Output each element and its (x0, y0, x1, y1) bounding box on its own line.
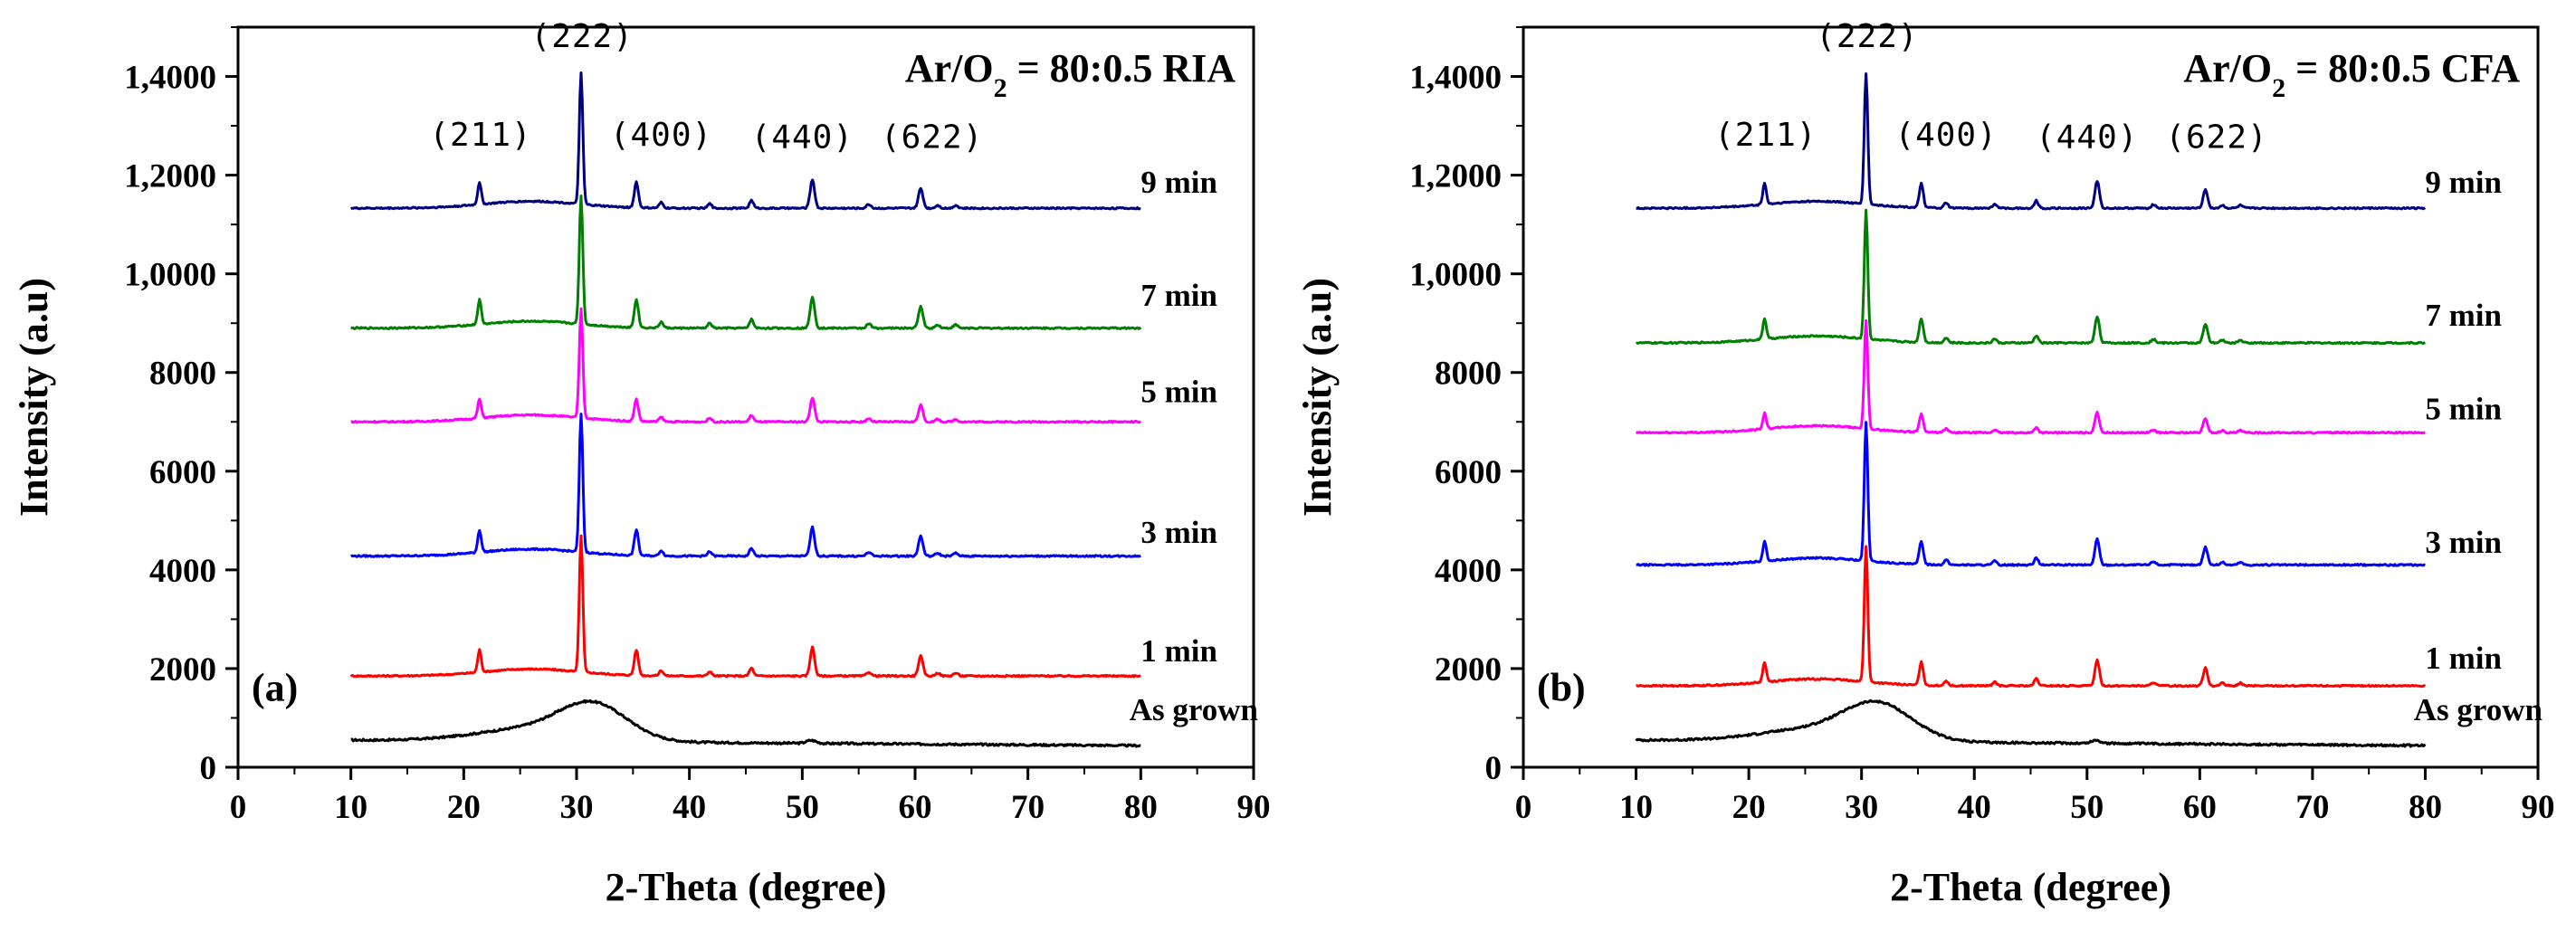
y-tick-label: 4000 (149, 553, 216, 590)
panel-b: 0 10 20 30 40 50 60 70 80 90 0 2000 4000 6000 8000 1,00… (1295, 18, 2554, 909)
series-label: 5 min (1140, 374, 1217, 409)
series-line (1636, 421, 2426, 567)
y-tick-label: 1,0000 (124, 257, 216, 294)
x-tick-label: 70 (1011, 789, 1045, 826)
plot-frame (1522, 25, 2540, 769)
series-label: As grown (1130, 692, 1258, 727)
series-line (350, 413, 1141, 558)
y-tick-label: 1,4000 (1409, 60, 1502, 97)
series-label: 9 min (2425, 165, 2502, 200)
peak-label: (622) (2165, 119, 2267, 157)
x-tick-label: 50 (786, 789, 819, 826)
x-tick-label: 90 (2522, 789, 2555, 826)
series-label: As grown (2414, 692, 2543, 727)
series-line (350, 71, 1141, 211)
series-label: 7 min (2425, 298, 2502, 333)
series-line (1635, 698, 2427, 748)
series-label: 3 min (1140, 515, 1217, 550)
series-line (350, 195, 1142, 330)
panel-label: (a) (252, 665, 298, 709)
y-tick-label: 8000 (149, 356, 216, 393)
series-label: 5 min (2425, 392, 2502, 427)
x-tick-label: 10 (334, 789, 367, 826)
series-line (350, 307, 1142, 424)
peak-label: (400) (610, 117, 712, 154)
peak-label: (211) (429, 117, 531, 154)
x-tick-label: 80 (1124, 789, 1158, 826)
series-label: 1 min (2425, 641, 2502, 676)
y-tick-label: 4000 (1435, 553, 1502, 590)
x-tick-label: 0 (230, 789, 247, 826)
x-tick-label: 50 (2070, 789, 2104, 826)
panel-a: 0 10 20 30 40 50 60 70 80 90 0 2000 4000 6000 8000 1,00… (12, 18, 1270, 909)
y-axis-title: Intensity (a.u) (1295, 278, 1340, 517)
series-line (350, 698, 1141, 748)
peak-label: (222) (531, 18, 634, 55)
series-line (1635, 318, 2426, 435)
x-tick-label: 10 (1619, 789, 1653, 826)
series-label: 7 min (1140, 278, 1217, 313)
panel-label: (b) (1537, 665, 1586, 709)
y-tick-label: 6000 (149, 454, 216, 491)
y-tick-label: 1,0000 (1409, 257, 1502, 294)
series-label: 3 min (2425, 525, 2502, 560)
series-label: 9 min (1140, 165, 1217, 200)
y-tick-label: 2000 (1435, 651, 1502, 689)
x-tick-label: 60 (899, 789, 932, 826)
peak-label: (400) (1894, 117, 1997, 154)
chart-title: Ar/O2 = 80:0.5 CFA (2183, 46, 2520, 103)
y-tick-label: 8000 (1435, 356, 1502, 393)
x-tick-label: 20 (447, 789, 481, 826)
peak-label: (211) (1714, 117, 1817, 154)
x-tick-label: 40 (673, 789, 706, 826)
y-tick-label: 1,4000 (124, 60, 216, 97)
x-tick-label: 30 (1845, 789, 1878, 826)
series-line (1636, 72, 2427, 211)
x-axis-title: 2-Theta (degree) (1890, 865, 2171, 909)
peak-label: (440) (2036, 119, 2138, 157)
y-tick-label: 0 (200, 750, 217, 787)
x-tick-label: 90 (1237, 789, 1271, 826)
peak-label: (222) (1816, 18, 1918, 55)
y-axis-title: Intensity (a.u) (12, 278, 56, 517)
plot-frame (236, 25, 1255, 769)
y-tick-label: 1,2000 (1409, 158, 1502, 195)
x-tick-label: 60 (2183, 789, 2217, 826)
series-label: 1 min (1140, 633, 1217, 669)
x-tick-label: 80 (2409, 789, 2442, 826)
x-tick-label: 0 (1515, 789, 1532, 826)
chart-title: Ar/O2 = 80:0.5 RIA (905, 46, 1236, 103)
y-tick-label: 1,2000 (124, 158, 216, 195)
peak-label: (440) (751, 119, 854, 157)
peak-label: (622) (881, 119, 983, 157)
series-line (1636, 545, 2427, 689)
y-tick-label: 0 (1485, 750, 1503, 787)
x-tick-label: 40 (1958, 789, 1991, 826)
x-axis-title: 2-Theta (degree) (606, 865, 887, 909)
x-tick-label: 70 (2295, 789, 2329, 826)
x-tick-label: 30 (560, 789, 594, 826)
y-tick-label: 6000 (1435, 454, 1502, 491)
series-line (349, 534, 1141, 679)
series-line (1636, 208, 2426, 346)
y-tick-label: 2000 (149, 651, 216, 689)
x-tick-label: 20 (1732, 789, 1766, 826)
